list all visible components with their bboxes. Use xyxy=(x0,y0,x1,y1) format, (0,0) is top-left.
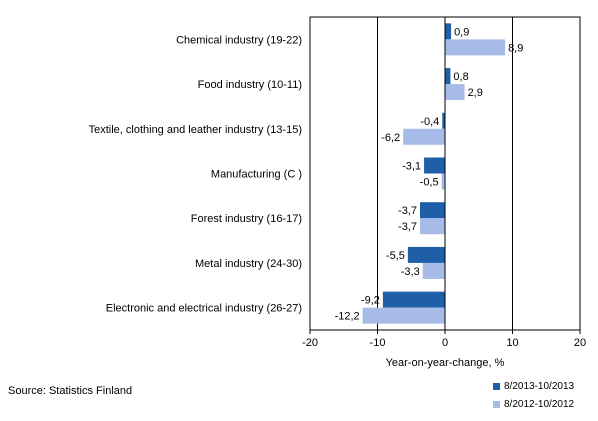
legend-item-series-2: 8/2012-10/2012 xyxy=(493,395,574,413)
legend: 8/2013-10/2013 8/2012-10/2012 xyxy=(493,377,574,413)
bar-2 xyxy=(445,39,506,56)
category-label: Metal industry (24-30) xyxy=(195,258,302,270)
category-label: Textile, clothing and leather industry (… xyxy=(89,124,302,136)
value-label: -3,1 xyxy=(402,161,421,173)
x-axis-title: Year-on-year-change, % xyxy=(386,357,505,369)
bar-1 xyxy=(442,112,445,129)
value-label: 0,9 xyxy=(454,26,469,38)
x-tick-label: 0 xyxy=(442,337,448,349)
legend-swatch-series-1 xyxy=(493,382,500,390)
value-label: 8,9 xyxy=(508,42,523,54)
category-label: Electronic and electrical industry (26-2… xyxy=(106,303,302,315)
bar-1 xyxy=(382,291,445,308)
value-label: -9,2 xyxy=(361,295,380,307)
value-label: -12,2 xyxy=(335,311,360,323)
bar-2 xyxy=(420,218,445,235)
bar-1 xyxy=(424,157,445,174)
bar-1 xyxy=(445,23,452,40)
bar-2 xyxy=(445,84,465,101)
value-label: 2,9 xyxy=(468,87,483,99)
source-note: Source: Statistics Finland xyxy=(8,385,133,397)
x-tick-label: -20 xyxy=(302,337,318,349)
legend-label-series-1: 8/2013-10/2013 xyxy=(504,380,575,392)
bar-2 xyxy=(422,262,445,279)
category-label: Forest industry (16-17) xyxy=(191,213,302,225)
category-label: Chemical industry (19-22) xyxy=(176,34,302,46)
legend-swatch-series-2 xyxy=(493,400,500,408)
x-tick-label: 10 xyxy=(506,337,518,349)
bar-1 xyxy=(407,246,445,263)
value-label: -3,7 xyxy=(398,205,417,217)
category-label: Food industry (10-11) xyxy=(198,79,302,91)
value-label: 0,8 xyxy=(453,71,468,83)
value-label: -0,5 xyxy=(420,177,439,189)
legend-item-series-1: 8/2013-10/2013 xyxy=(493,377,574,395)
category-label: Manufacturing (C ) xyxy=(211,169,302,181)
bar-2 xyxy=(362,307,445,324)
bar-2 xyxy=(403,128,445,145)
value-label: -3,7 xyxy=(398,221,417,233)
value-label: -5,5 xyxy=(386,250,405,262)
bar-1 xyxy=(445,68,451,85)
x-tick-label: 20 xyxy=(574,337,586,349)
bar-1 xyxy=(420,202,445,219)
legend-label-series-2: 8/2012-10/2012 xyxy=(504,398,575,410)
value-label: -3,3 xyxy=(401,266,420,278)
value-label: -6,2 xyxy=(381,132,400,144)
value-label: -0,4 xyxy=(420,116,439,128)
bar-2 xyxy=(441,173,445,190)
x-tick-label: -10 xyxy=(370,337,386,349)
